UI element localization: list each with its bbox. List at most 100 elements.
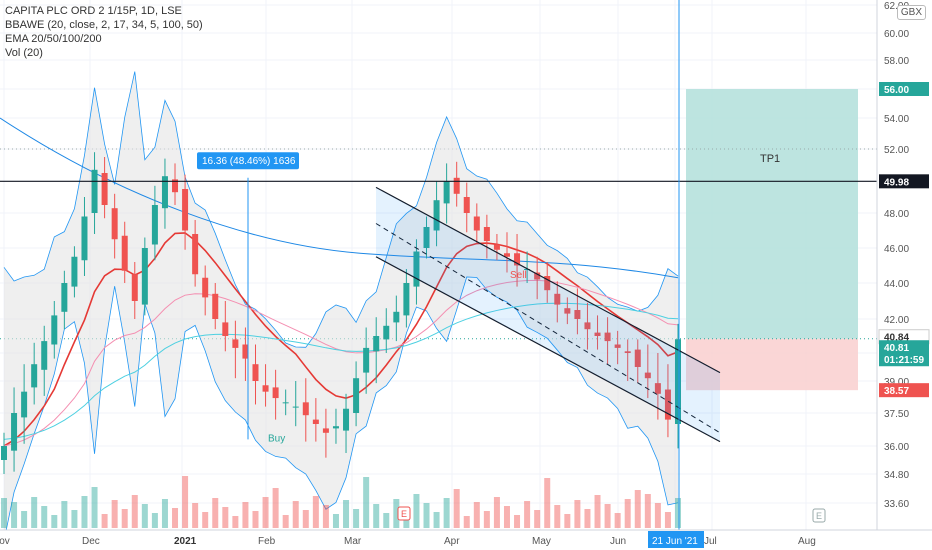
volume-bar	[383, 513, 390, 528]
indicator-volume[interactable]: Vol (20)	[5, 47, 43, 59]
price-tag-text: 40.84	[884, 333, 909, 344]
candle-body	[383, 325, 390, 340]
x-tick-label: May	[532, 536, 551, 547]
event-marker-box	[812, 508, 826, 523]
volume-bar	[614, 513, 621, 528]
volume-bar	[544, 478, 551, 528]
candle-body	[232, 339, 239, 348]
volume-bar	[61, 501, 68, 528]
candle-body	[554, 293, 561, 305]
y-tick-label: 34.80	[884, 470, 909, 481]
current-date-tag-bg	[648, 531, 704, 548]
y-tick-label: 39.00	[884, 377, 909, 388]
candle-body	[252, 364, 259, 381]
volume-bar	[202, 512, 209, 528]
volume-bar	[121, 509, 128, 528]
y-tick-label: 54.00	[884, 114, 909, 125]
volume-bar	[252, 511, 259, 528]
y-tick-label: 36.00	[884, 442, 909, 453]
currency-badge[interactable]: GBX	[896, 5, 926, 20]
volume-bar	[413, 494, 420, 528]
candle-body	[41, 341, 48, 370]
indicator-bbawe[interactable]: BBAWE (20, close, 2, 17, 34, 5, 100, 50)	[5, 19, 203, 31]
y-tick-label: 42.00	[884, 315, 909, 326]
volume-bar	[604, 504, 611, 528]
y-tick-label: 46.00	[884, 244, 909, 255]
y-tick-label: 37.50	[884, 409, 909, 420]
channel-lower-line	[375, 256, 721, 443]
candle-body	[51, 315, 58, 345]
volume-bar	[81, 496, 88, 528]
volume-bar	[212, 498, 219, 528]
volume-bar	[514, 515, 521, 528]
volume-bar	[161, 499, 168, 528]
ema-200-line	[0, 117, 679, 279]
candle-body	[192, 234, 199, 275]
measure-label: 16.36 (48.46%) 1636	[202, 156, 296, 167]
volume-bar	[141, 504, 148, 528]
candle-body	[282, 402, 289, 404]
price-tag: 38.57	[879, 383, 929, 398]
candle-body	[403, 283, 410, 316]
candle-body	[644, 372, 651, 379]
candle-body	[473, 216, 480, 231]
bollinger-lower-line	[3, 276, 679, 541]
channel-fill	[376, 187, 720, 442]
candle-body	[413, 251, 420, 287]
volume-bar	[343, 500, 350, 528]
volume-bar	[534, 510, 541, 528]
candle-body	[131, 274, 138, 301]
candle-body	[514, 253, 521, 266]
price-tag: 56.00	[879, 82, 929, 96]
volume-bar	[151, 513, 158, 528]
price-tag-bg	[879, 340, 929, 355]
event-marker-text: E	[816, 511, 822, 521]
y-tick-label: 48.00	[884, 209, 909, 220]
volume-bar	[624, 499, 631, 528]
candle-body	[564, 308, 571, 314]
earnings-event-marker: E	[397, 506, 411, 521]
volume-bars	[1, 476, 681, 528]
volume-bar	[463, 516, 470, 528]
volume-bar	[554, 505, 561, 528]
volume-bar	[262, 497, 269, 528]
tp-label: TP1	[760, 153, 780, 165]
candle-body	[524, 269, 531, 270]
volume-bar	[423, 503, 430, 528]
volume-bar	[232, 516, 239, 528]
candle-body	[654, 383, 661, 394]
candle-body	[594, 332, 601, 336]
indicator-ema[interactable]: EMA 20/50/100/200	[5, 33, 102, 45]
volume-bar	[172, 508, 179, 528]
bollinger-upper-line	[3, 71, 679, 348]
price-tag-text: 01:21:59	[884, 355, 924, 366]
candle-body	[624, 351, 631, 353]
candle-body	[11, 413, 18, 451]
candle-body	[534, 272, 541, 280]
candle-body	[172, 179, 179, 193]
volume-bar	[41, 506, 48, 528]
future-event-marker: E	[812, 508, 826, 523]
y-tick-label: 52.00	[884, 145, 909, 156]
candle-body	[81, 216, 88, 261]
price-tag-text: 49.98	[884, 177, 909, 188]
candle-body	[423, 227, 430, 248]
volume-bar	[31, 497, 38, 528]
volume-bar	[332, 514, 339, 528]
price-tag-bg	[879, 383, 929, 398]
chart-legend: CAPITA PLC ORD 2 1/15P, 1D, LSE BBAWE (2…	[5, 4, 203, 60]
y-tick-label: 60.00	[884, 29, 909, 40]
candle-body	[111, 208, 118, 240]
price-tag-text: 38.57	[884, 386, 909, 397]
candle-body	[262, 385, 269, 392]
candle-body	[151, 205, 158, 245]
y-tick-label: 33.60	[884, 499, 909, 510]
candle-body	[31, 364, 38, 388]
candle-body	[343, 408, 350, 431]
volume-bar	[101, 514, 108, 528]
ema-100-line	[3, 302, 679, 440]
volume-bar	[584, 509, 591, 528]
volume-bar	[363, 477, 370, 528]
buy-label: Buy	[268, 434, 285, 445]
